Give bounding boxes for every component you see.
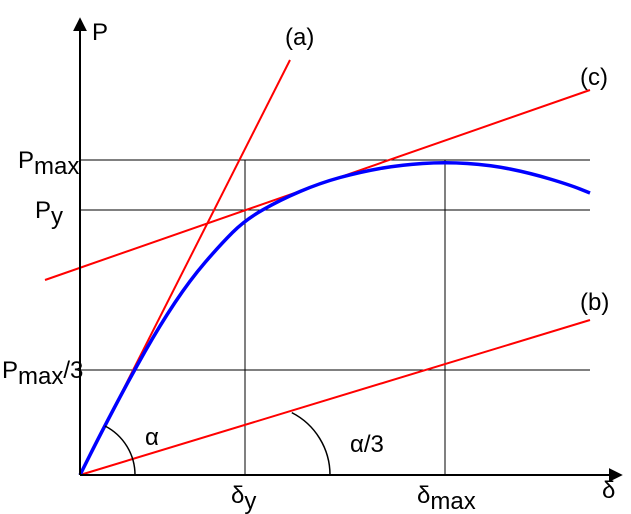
x-axis-label: δ xyxy=(602,477,615,504)
arc-alpha xyxy=(105,426,135,475)
y-axis-label: P xyxy=(92,19,108,46)
ytick-py: Py xyxy=(35,197,63,230)
line-b xyxy=(80,320,590,475)
line-label-c: (c) xyxy=(580,64,608,91)
line-label-b: (b) xyxy=(580,289,609,316)
arc-alpha_3 xyxy=(292,413,330,475)
xtick-dmax: δmax xyxy=(417,482,476,514)
angle-label-alpha3: α/3 xyxy=(350,431,384,458)
angle-label-alpha: α xyxy=(145,424,159,451)
xtick-dy: δy xyxy=(231,482,256,514)
line-label-a: (a) xyxy=(285,24,314,51)
ytick-pmax3: Pmax/3 xyxy=(2,357,83,390)
ytick-pmax: Pmax xyxy=(18,147,79,180)
